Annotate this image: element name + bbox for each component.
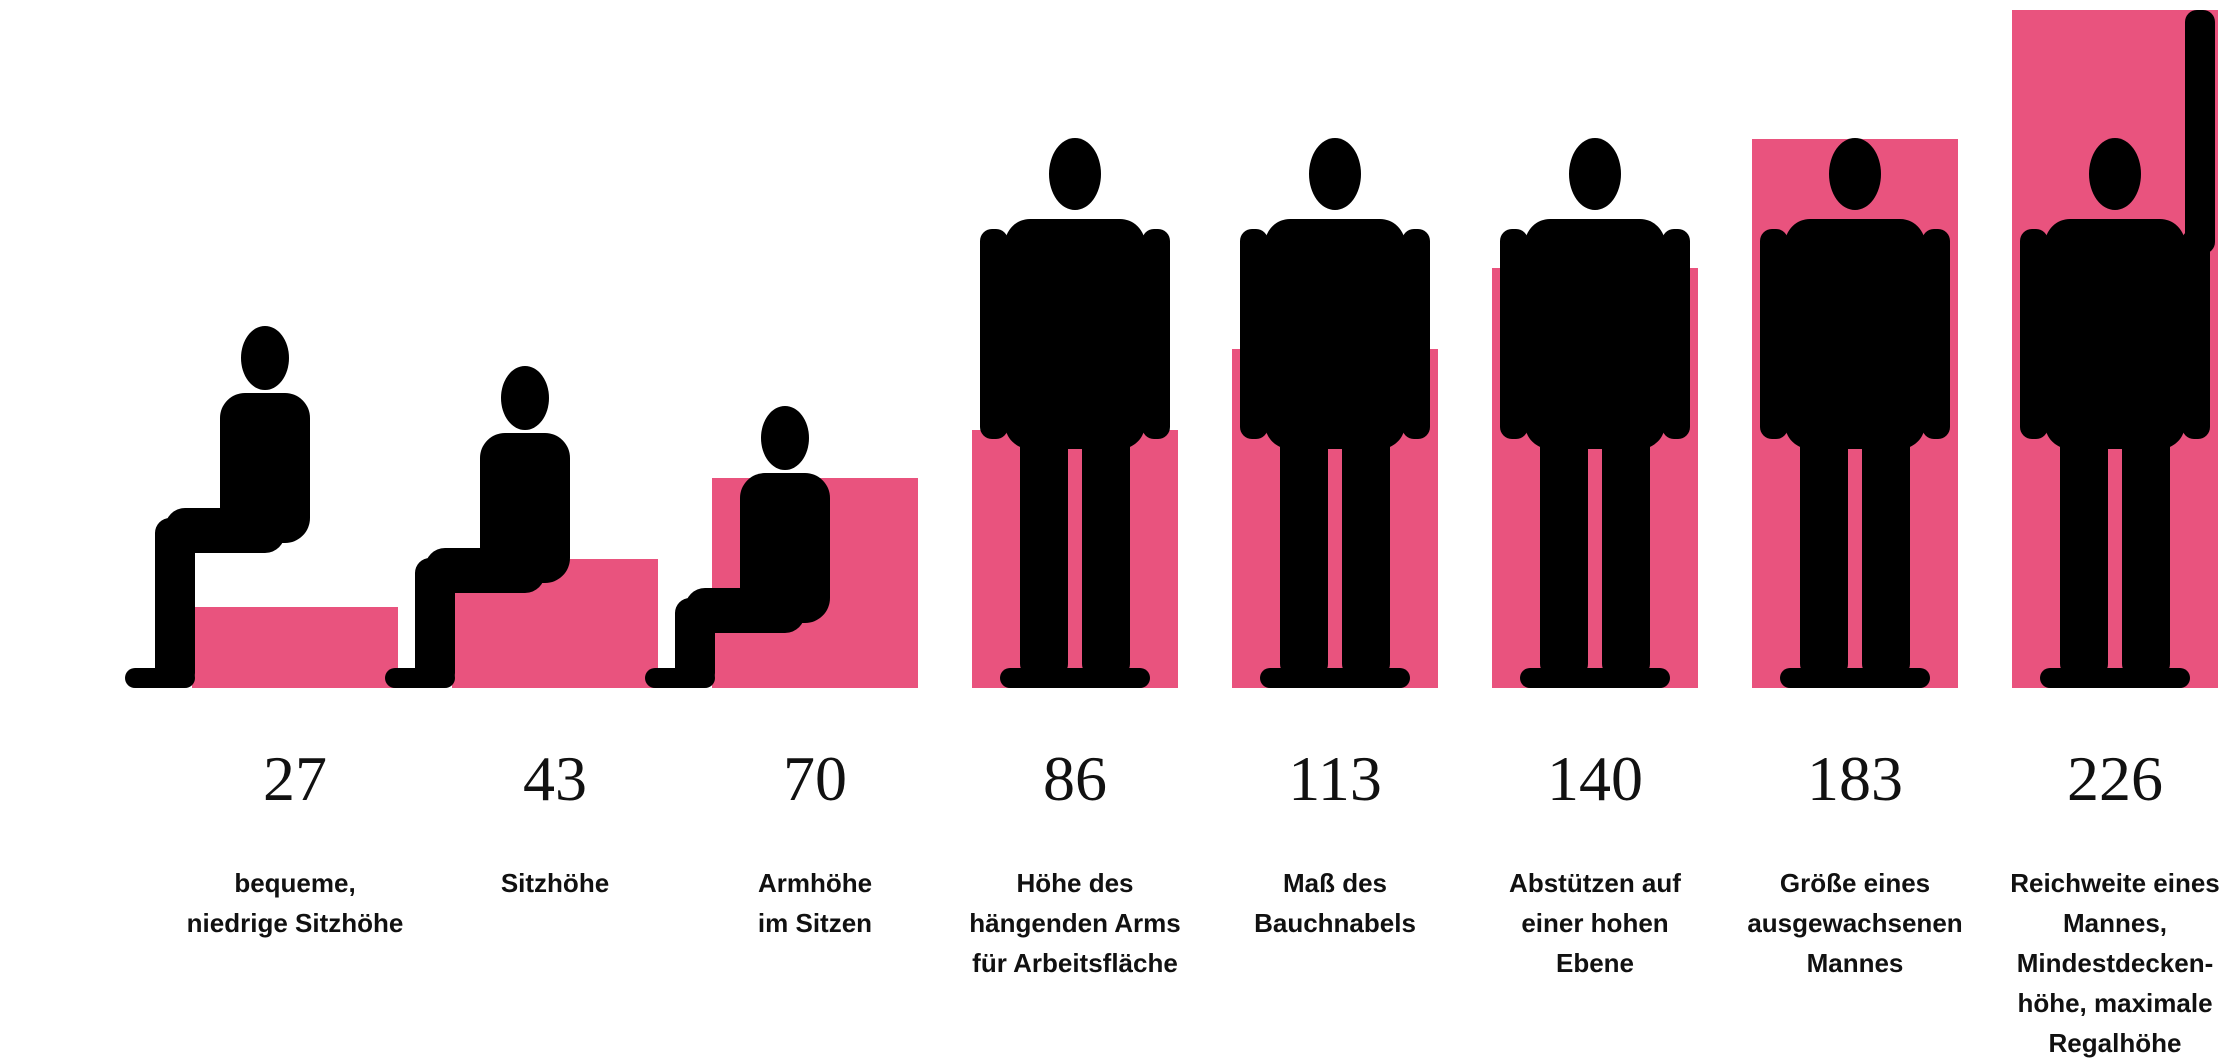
bar xyxy=(192,607,398,688)
category-label: bequeme, xyxy=(234,868,355,898)
silhouette-leg xyxy=(1602,424,1650,676)
silhouette-head xyxy=(1049,138,1101,210)
category-label: Sitzhöhe xyxy=(501,868,609,898)
value-label: 86 xyxy=(1043,743,1107,814)
category-label: Mannes xyxy=(1807,948,1904,978)
category-label: Bauchnabels xyxy=(1254,908,1416,938)
category-label: Reichweite eines xyxy=(2010,868,2220,898)
silhouette-foot xyxy=(2040,668,2190,688)
category-label: Maß des xyxy=(1283,868,1387,898)
silhouette-foot xyxy=(385,668,455,688)
value-label: 27 xyxy=(263,743,327,814)
silhouette-leg xyxy=(2060,424,2108,676)
silhouette-foot xyxy=(1780,668,1930,688)
page: 27 bequeme, niedrige Sitzhöhe 43 Sitzhöhe 70 A… xyxy=(0,0,2233,1059)
silhouette-arm xyxy=(1500,229,1528,439)
silhouette-leg xyxy=(1862,424,1910,676)
category-label: für Arbeitsfläche xyxy=(972,948,1178,978)
silhouette-arm xyxy=(1760,229,1788,439)
silhouette-leg xyxy=(1020,424,1068,676)
chart: 27 bequeme, niedrige Sitzhöhe 43 Sitzhöhe 70 A… xyxy=(0,0,2233,1059)
silhouette-head xyxy=(501,366,549,430)
silhouette-arm xyxy=(1142,229,1170,439)
category-label: Größe eines xyxy=(1780,868,1930,898)
silhouette-leg xyxy=(2122,424,2170,676)
silhouette-head xyxy=(1829,138,1881,210)
silhouette-head xyxy=(761,406,809,470)
value-label: 113 xyxy=(1288,743,1382,814)
silhouette-leg xyxy=(155,518,195,688)
silhouette-arm xyxy=(1922,229,1950,439)
category-label: Mannes, xyxy=(2063,908,2167,938)
value-label: 183 xyxy=(1807,743,1903,814)
silhouette-foot xyxy=(1000,668,1150,688)
bar xyxy=(972,430,1178,688)
silhouette-leg xyxy=(1342,424,1390,676)
category-label: Regalhöhe xyxy=(2049,1028,2182,1058)
category-label: Ebene xyxy=(1556,948,1634,978)
category-label: Höhe des xyxy=(1016,868,1133,898)
silhouette-foot xyxy=(645,668,715,688)
category-label: ausgewachsenen xyxy=(1747,908,1962,938)
silhouette-leg xyxy=(1540,424,1588,676)
silhouette-arm xyxy=(2020,229,2048,439)
silhouette-arm xyxy=(1402,229,1430,439)
category-label: Armhöhe xyxy=(758,868,872,898)
silhouette-leg xyxy=(1082,424,1130,676)
value-label: 226 xyxy=(2067,743,2163,814)
value-label: 70 xyxy=(783,743,847,814)
category-label: Mindestdecken- xyxy=(2017,948,2214,978)
silhouette-arm xyxy=(2182,229,2210,439)
silhouette-foot xyxy=(1260,668,1410,688)
silhouette-head xyxy=(1569,138,1621,210)
silhouette-torso xyxy=(1005,219,1145,449)
silhouette-leg xyxy=(1280,424,1328,676)
silhouette-head xyxy=(1309,138,1361,210)
value-label: 43 xyxy=(523,743,587,814)
value-label: 140 xyxy=(1547,743,1643,814)
silhouette-torso xyxy=(1265,219,1405,449)
silhouette-head xyxy=(241,326,289,390)
category-label: niedrige Sitzhöhe xyxy=(187,908,404,938)
silhouette-leg xyxy=(1800,424,1848,676)
category-label: höhe, maximale xyxy=(2017,988,2212,1018)
silhouette-raised-arm xyxy=(2185,10,2215,254)
silhouette-head xyxy=(2089,138,2141,210)
category-label: einer hohen xyxy=(1521,908,1668,938)
silhouette-arm xyxy=(980,229,1008,439)
silhouette-arm xyxy=(1240,229,1268,439)
silhouette-foot xyxy=(125,668,195,688)
category-label: im Sitzen xyxy=(758,908,872,938)
silhouette-arm xyxy=(1662,229,1690,439)
silhouette-torso xyxy=(1785,219,1925,449)
silhouette-foot xyxy=(1520,668,1670,688)
category-label: hängenden Arms xyxy=(969,908,1180,938)
category-label: Abstützen auf xyxy=(1509,868,1681,898)
silhouette-torso xyxy=(1525,219,1665,449)
silhouette-torso xyxy=(2045,219,2185,449)
